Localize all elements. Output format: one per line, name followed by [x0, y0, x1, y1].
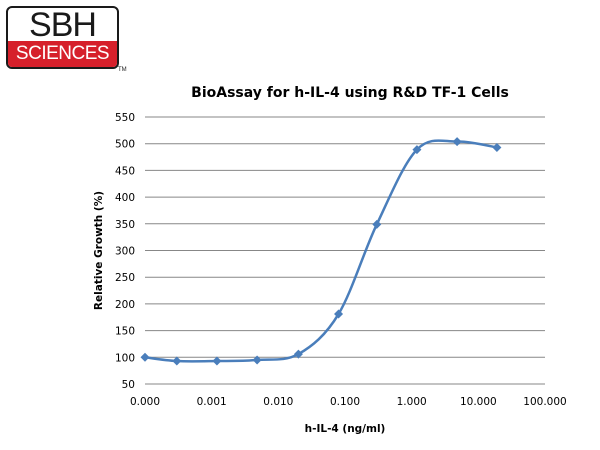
x-tick-label: 0.010: [263, 396, 293, 408]
y-tick-label: 150: [115, 326, 135, 338]
y-tick-label: 300: [115, 246, 135, 258]
series-markers: [140, 137, 502, 366]
x-tick-label: 1.000: [397, 396, 427, 408]
data-point-marker: [492, 142, 502, 152]
logo-top-text: SBH: [29, 6, 97, 44]
x-axis-title: h-IL-4 (ng/ml): [305, 423, 386, 435]
y-tick-label: 350: [115, 219, 135, 231]
y-tick-label: 400: [115, 192, 135, 204]
logo-trademark: TM: [118, 67, 127, 73]
x-axis-ticks: 0.000 0.001 0.010 0.100 1.000 10.000 100.000: [130, 396, 567, 408]
gridlines: [145, 116, 545, 385]
data-point-marker: [412, 145, 422, 155]
data-point-marker: [372, 219, 382, 229]
y-tick-label: 450: [115, 165, 135, 177]
y-tick-label: 550: [115, 112, 135, 124]
y-tick-label: 50: [122, 379, 135, 391]
y-tick-label: 200: [115, 299, 135, 311]
y-axis-title: Relative Growth (%): [93, 191, 105, 310]
sbh-sciences-logo: SBH SCIENCES TM: [6, 6, 127, 74]
x-tick-label: 0.001: [197, 396, 227, 408]
logo-bottom-text: SCIENCES: [8, 41, 117, 67]
y-tick-label: 250: [115, 272, 135, 284]
data-point-marker: [452, 137, 462, 147]
x-tick-label: 100.000: [523, 396, 566, 408]
x-tick-label: 0.000: [130, 396, 160, 408]
logo-box: SBH SCIENCES: [6, 6, 119, 69]
data-point-marker: [212, 356, 222, 366]
data-point-marker: [172, 356, 182, 366]
data-point-marker: [252, 355, 262, 365]
data-point-marker: [140, 352, 150, 362]
chart-title: BioAssay for h-IL-4 using R&D TF-1 Cells: [191, 85, 509, 101]
x-tick-label: 10.000: [460, 396, 497, 408]
y-tick-label: 500: [115, 139, 135, 151]
series-line: [144, 139, 498, 363]
data-point-marker: [334, 309, 344, 319]
x-tick-label: 0.100: [330, 396, 360, 408]
y-axis-ticks: 50 100 150 200 250 300 350 400 450 500 550: [115, 112, 135, 391]
y-tick-label: 100: [115, 352, 135, 364]
data-point-marker: [293, 349, 303, 359]
